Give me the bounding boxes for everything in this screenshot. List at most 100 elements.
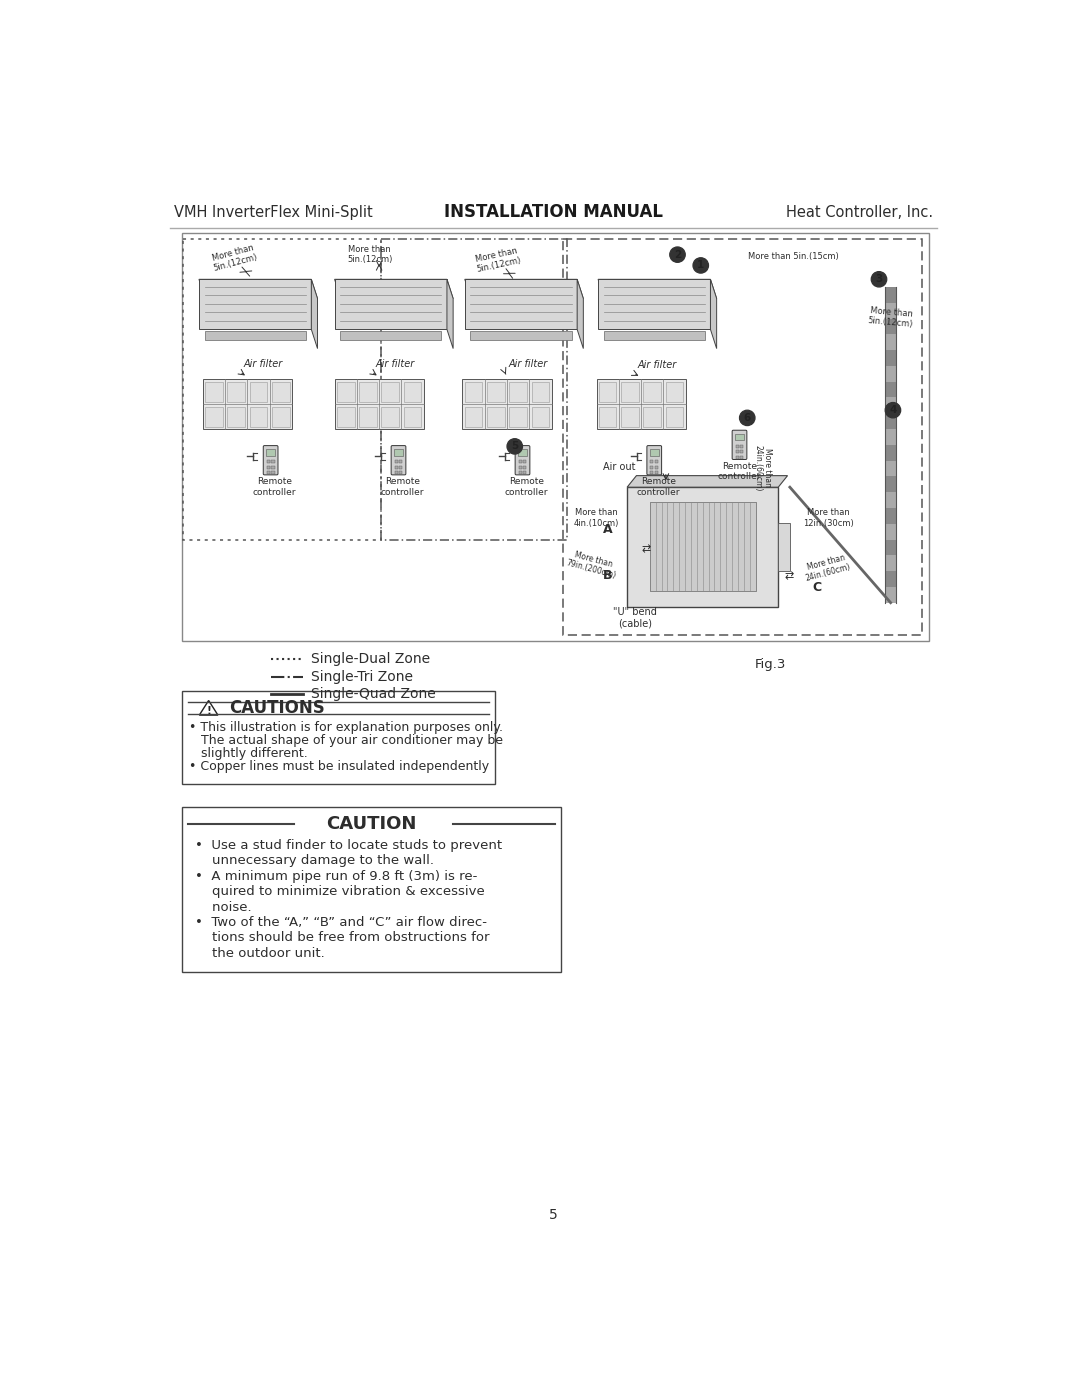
Bar <box>665 381 684 402</box>
Bar <box>886 461 896 478</box>
Bar <box>381 407 400 427</box>
Bar <box>266 448 275 455</box>
Bar <box>740 444 743 448</box>
Text: Air out: Air out <box>603 462 636 472</box>
Bar <box>735 455 739 458</box>
Polygon shape <box>199 279 311 330</box>
Bar <box>204 331 306 339</box>
Bar <box>464 381 483 402</box>
Polygon shape <box>598 279 711 330</box>
Bar <box>510 381 527 402</box>
Text: unnecessary damage to the wall.: unnecessary damage to the wall. <box>195 855 434 868</box>
Text: !: ! <box>206 707 211 717</box>
Text: Air filter: Air filter <box>509 359 548 369</box>
Bar <box>621 381 638 402</box>
Text: More than
12in.(30cm): More than 12in.(30cm) <box>804 509 854 528</box>
Text: Remote
controller: Remote controller <box>504 478 549 496</box>
Bar <box>531 407 550 427</box>
Bar <box>886 444 896 461</box>
Bar <box>487 407 504 427</box>
Text: More than 5in.(15cm): More than 5in.(15cm) <box>748 251 839 261</box>
Text: 1: 1 <box>697 260 704 271</box>
Bar <box>886 398 896 414</box>
Bar <box>271 465 274 469</box>
Bar <box>886 319 896 335</box>
Text: Single-Dual Zone: Single-Dual Zone <box>311 652 430 666</box>
Text: Remote
controller: Remote controller <box>636 478 680 496</box>
Bar <box>203 380 292 429</box>
Bar <box>779 522 789 571</box>
Bar <box>886 414 896 430</box>
Polygon shape <box>335 279 454 299</box>
Text: C: C <box>812 581 822 594</box>
Circle shape <box>872 271 887 286</box>
Bar <box>205 407 222 427</box>
Circle shape <box>693 257 708 274</box>
Bar <box>462 380 552 429</box>
Text: Single-Tri Zone: Single-Tri Zone <box>311 669 413 683</box>
Polygon shape <box>199 279 318 299</box>
Circle shape <box>507 439 523 454</box>
Text: Heat Controller, Inc.: Heat Controller, Inc. <box>786 205 933 219</box>
Bar <box>886 556 896 571</box>
Bar <box>621 407 638 427</box>
Bar <box>649 448 659 455</box>
Polygon shape <box>627 475 787 488</box>
Bar <box>267 465 270 469</box>
Text: 4: 4 <box>889 405 896 415</box>
Text: • Copper lines must be insulated independently: • Copper lines must be insulated indepen… <box>189 760 489 773</box>
Text: 2: 2 <box>674 250 681 260</box>
Bar <box>604 331 705 339</box>
Text: The actual shape of your air conditioner may be: The actual shape of your air conditioner… <box>189 733 503 746</box>
Text: VMH InverterFlex Mini-Split: VMH InverterFlex Mini-Split <box>174 205 373 219</box>
Bar <box>518 460 522 464</box>
Bar <box>183 239 380 539</box>
Bar <box>656 471 658 474</box>
Text: More than
5in.(12cm): More than 5in.(12cm) <box>867 306 914 330</box>
Polygon shape <box>464 279 583 299</box>
Polygon shape <box>711 279 717 349</box>
Bar <box>598 407 617 427</box>
Bar <box>886 303 896 320</box>
Bar <box>886 381 896 398</box>
Text: •  Use a stud finder to locate studs to prevent: • Use a stud finder to locate studs to p… <box>195 840 502 852</box>
Bar <box>650 465 653 469</box>
Text: •  A minimum pipe run of 9.8 ft (3m) is re-: • A minimum pipe run of 9.8 ft (3m) is r… <box>195 870 477 883</box>
Text: A: A <box>603 522 612 536</box>
Text: More than
5in.(12cm): More than 5in.(12cm) <box>473 246 522 274</box>
Text: 5: 5 <box>549 1208 558 1222</box>
FancyBboxPatch shape <box>391 446 406 475</box>
Bar <box>524 471 526 474</box>
Text: Remote
controller: Remote controller <box>718 462 761 481</box>
Polygon shape <box>200 700 218 715</box>
Circle shape <box>670 247 685 263</box>
FancyBboxPatch shape <box>515 446 530 475</box>
Bar <box>249 407 268 427</box>
Text: • This illustration is for explanation purposes only.: • This illustration is for explanation p… <box>189 721 503 733</box>
Text: B: B <box>603 569 612 583</box>
Bar <box>524 465 526 469</box>
Text: tions should be free from obstructions for: tions should be free from obstructions f… <box>195 932 490 944</box>
Bar <box>272 407 289 427</box>
Bar <box>734 433 744 440</box>
Text: Remote
controller: Remote controller <box>380 478 424 496</box>
Bar <box>886 366 896 383</box>
Bar <box>650 502 756 591</box>
Bar <box>181 806 562 972</box>
Bar <box>487 381 504 402</box>
Bar <box>337 381 354 402</box>
Bar <box>360 407 377 427</box>
Bar <box>650 471 653 474</box>
Bar <box>886 334 896 351</box>
Bar <box>886 492 896 509</box>
Bar <box>394 448 403 455</box>
Text: Fig.3: Fig.3 <box>755 658 786 671</box>
Bar <box>381 381 400 402</box>
FancyBboxPatch shape <box>732 430 747 460</box>
Bar <box>886 509 896 524</box>
Bar <box>886 587 896 604</box>
Bar <box>249 381 268 402</box>
Bar <box>228 407 245 427</box>
Bar <box>267 460 270 464</box>
Bar <box>205 381 222 402</box>
